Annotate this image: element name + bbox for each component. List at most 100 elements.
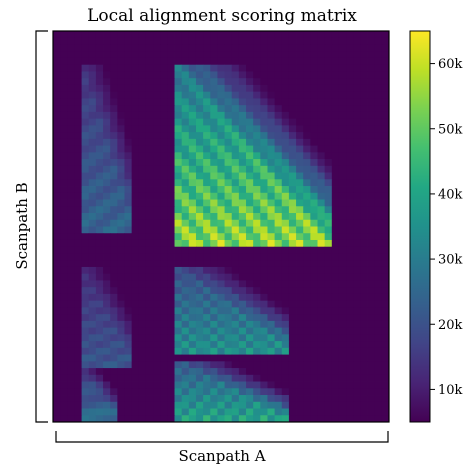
heatmap-cell bbox=[117, 374, 125, 382]
heatmap-cell bbox=[324, 368, 333, 376]
heatmap-cell bbox=[260, 132, 268, 140]
heatmap-cell bbox=[281, 361, 290, 369]
heatmap-cell bbox=[338, 64, 347, 72]
heatmap-cell bbox=[160, 37, 168, 45]
heatmap-cell bbox=[81, 132, 90, 140]
heatmap-cell bbox=[131, 192, 140, 200]
heatmap-cell bbox=[203, 314, 211, 322]
heatmap-cell bbox=[53, 401, 61, 409]
heatmap-cell bbox=[138, 401, 147, 409]
heatmap-cell bbox=[238, 159, 247, 167]
heatmap-cell bbox=[253, 132, 261, 140]
heatmap-cell bbox=[260, 253, 268, 261]
heatmap-cell bbox=[124, 152, 133, 160]
heatmap-cell bbox=[67, 165, 75, 173]
heatmap-cell bbox=[195, 374, 204, 382]
heatmap-cell bbox=[188, 368, 197, 376]
heatmap-cell bbox=[310, 354, 318, 362]
heatmap-cell bbox=[238, 57, 247, 66]
heatmap-cell bbox=[246, 260, 254, 268]
heatmap-cell bbox=[195, 125, 204, 133]
heatmap-cell bbox=[95, 280, 104, 288]
heatmap-cell bbox=[117, 320, 125, 329]
heatmap-cell bbox=[124, 44, 133, 52]
heatmap-cell bbox=[210, 84, 218, 93]
heatmap-cell bbox=[131, 111, 140, 120]
heatmap-cell bbox=[145, 354, 154, 362]
heatmap-cell bbox=[267, 341, 276, 349]
heatmap-cell bbox=[81, 186, 90, 194]
heatmap-cell bbox=[167, 260, 175, 268]
heatmap-cell bbox=[231, 84, 240, 93]
heatmap-cell bbox=[188, 57, 197, 66]
heatmap-cell bbox=[167, 273, 175, 281]
heatmap-cell bbox=[224, 84, 233, 93]
heatmap-cell bbox=[203, 57, 211, 66]
heatmap-cell bbox=[110, 31, 118, 39]
heatmap-cell bbox=[74, 78, 82, 86]
heatmap-cell bbox=[145, 213, 154, 221]
heatmap-cell bbox=[253, 105, 261, 113]
heatmap-cell bbox=[353, 347, 361, 355]
heatmap-cell bbox=[88, 253, 97, 261]
heatmap-cell bbox=[310, 334, 318, 342]
heatmap-cell bbox=[160, 31, 168, 39]
heatmap-cell bbox=[288, 219, 297, 227]
heatmap-cell bbox=[117, 44, 125, 52]
heatmap-cell bbox=[224, 300, 233, 308]
heatmap-cell bbox=[74, 300, 82, 308]
heatmap-cell bbox=[367, 307, 376, 315]
heatmap-cell bbox=[117, 159, 125, 167]
heatmap-cell bbox=[353, 165, 361, 173]
heatmap-cell bbox=[110, 186, 118, 194]
heatmap-cell bbox=[253, 381, 261, 389]
heatmap-cell bbox=[267, 280, 276, 288]
heatmap-cell bbox=[367, 159, 376, 167]
heatmap-cell bbox=[246, 253, 254, 261]
heatmap-cell bbox=[260, 374, 268, 382]
heatmap-cell bbox=[117, 395, 125, 403]
heatmap-cell bbox=[281, 381, 290, 389]
heatmap-cell bbox=[88, 374, 97, 382]
heatmap-cell bbox=[217, 118, 225, 126]
heatmap-cell bbox=[124, 239, 133, 248]
heatmap-cell bbox=[381, 78, 390, 86]
heatmap-cell bbox=[203, 51, 211, 59]
heatmap-cell bbox=[210, 381, 218, 389]
heatmap-cell bbox=[288, 320, 297, 329]
heatmap-cell bbox=[131, 64, 140, 72]
heatmap-cell bbox=[253, 239, 261, 248]
heatmap-cell bbox=[360, 219, 368, 227]
heatmap-cell bbox=[181, 64, 190, 72]
heatmap-cell bbox=[246, 266, 254, 275]
heatmap-cell bbox=[210, 395, 218, 403]
heatmap-cell bbox=[310, 253, 318, 261]
heatmap-cell bbox=[288, 64, 297, 72]
heatmap-cell bbox=[217, 98, 225, 106]
heatmap-cell bbox=[181, 320, 190, 329]
heatmap-cell bbox=[231, 307, 240, 315]
heatmap-cell bbox=[138, 415, 147, 423]
heatmap-cell bbox=[353, 266, 361, 275]
heatmap-cell bbox=[331, 165, 340, 173]
heatmap-cell bbox=[81, 192, 90, 200]
heatmap-cell bbox=[181, 233, 190, 241]
heatmap-cell bbox=[288, 273, 297, 281]
heatmap-cell bbox=[181, 111, 190, 120]
heatmap-cell bbox=[203, 408, 211, 416]
heatmap-cell bbox=[367, 219, 376, 227]
heatmap-cell bbox=[224, 354, 233, 362]
heatmap-cell bbox=[60, 125, 68, 133]
heatmap-cell bbox=[210, 125, 218, 133]
heatmap-cell bbox=[324, 199, 333, 207]
heatmap-cell bbox=[367, 64, 376, 72]
heatmap-cell bbox=[88, 273, 97, 281]
heatmap-cell bbox=[110, 368, 118, 376]
heatmap-cell bbox=[53, 199, 61, 207]
heatmap-cell bbox=[210, 246, 218, 254]
heatmap-cell bbox=[124, 186, 133, 194]
heatmap-cell bbox=[88, 31, 97, 39]
heatmap-cell bbox=[60, 37, 68, 45]
heatmap-cell bbox=[124, 213, 133, 221]
heatmap-cell bbox=[131, 219, 140, 227]
